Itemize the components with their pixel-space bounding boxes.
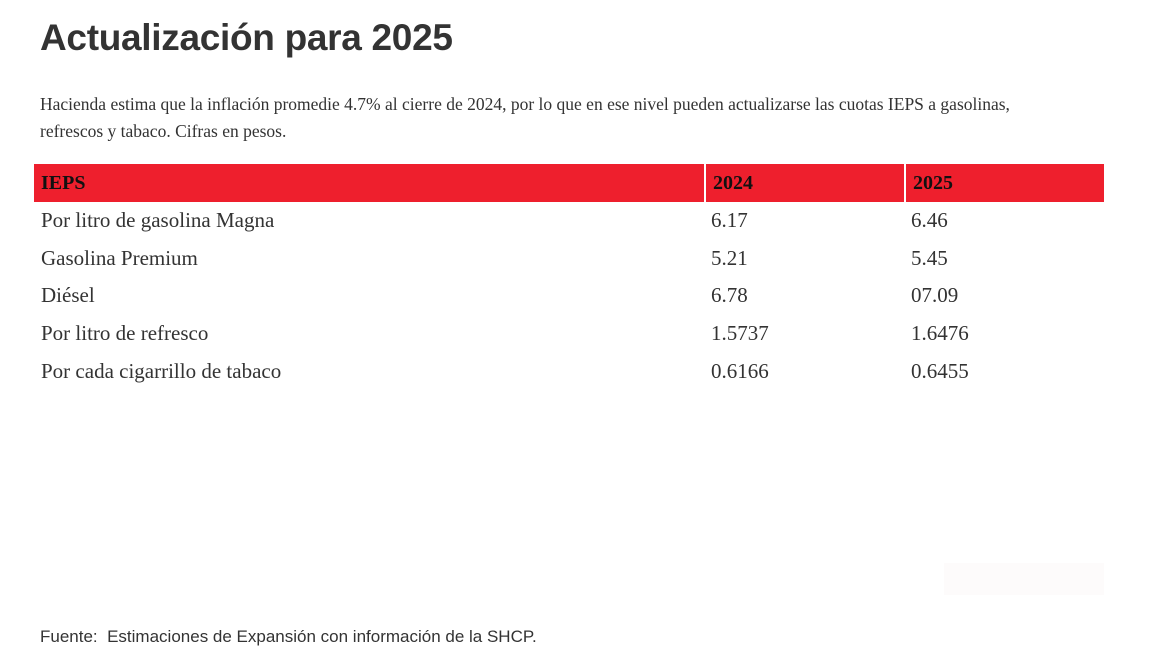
source-note: Fuente: Estimaciones de Expansión con in… [40,627,537,646]
table-header: IEPS 2024 2025 [34,164,1104,202]
value-2024: 5.21 [711,245,748,270]
value-2025: 5.45 [911,245,948,270]
value-2025: 6.46 [911,208,948,233]
table-row: Por cada cigarrillo de tabaco 0.6166 0.6… [34,352,1104,390]
chart-subtitle: Hacienda estima que la inflación promedi… [40,94,1010,141]
value-2025: 0.6455 [911,358,969,383]
data-table: IEPS 2024 2025 Por litro de gasolina Mag… [34,164,1104,390]
chart-title: Actualización para 2025 [40,17,453,58]
value-2024: 1.5737 [711,321,769,346]
row-label: Por litro de refresco [41,321,209,346]
value-2024: 6.17 [711,208,748,233]
column-header-2025: 2025 [904,164,1104,202]
value-2024: 6.78 [711,283,748,308]
header-row: IEPS 2024 2025 [34,164,1104,202]
column-header-2024: 2024 [704,164,904,202]
value-2024: 0.6166 [711,358,769,383]
row-label: Por litro de gasolina Magna [41,208,275,233]
table-row: Por litro de gasolina Magna 6.17 6.46 [34,202,1104,240]
value-2025: 07.09 [911,283,959,308]
table-row: Gasolina Premium 5.21 5.45 [34,240,1104,278]
table-row: Por litro de refresco 1.5737 1.6476 [34,315,1104,353]
column-header-ieps: IEPS [34,164,704,202]
faint-watermark [944,563,1104,595]
table-row: Diésel 6.78 07.09 [34,277,1104,315]
row-label: Diésel [41,283,95,308]
value-2025: 1.6476 [911,321,969,346]
row-label: Gasolina Premium [41,245,198,270]
table-body: Por litro de gasolina Magna 6.17 6.46 Ga… [34,202,1104,390]
row-label: Por cada cigarrillo de tabaco [41,358,282,383]
